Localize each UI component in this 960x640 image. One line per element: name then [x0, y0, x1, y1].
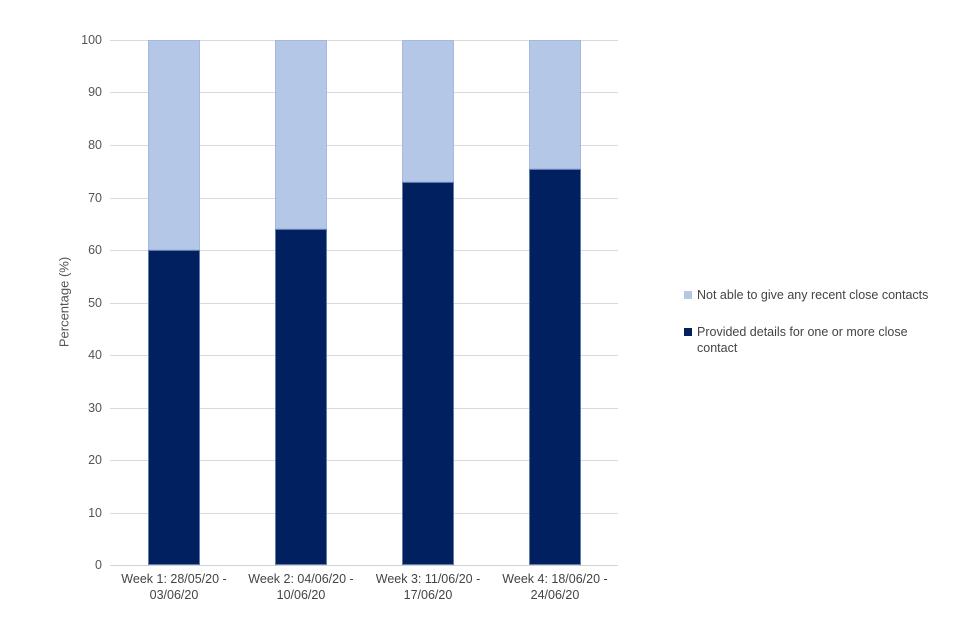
chart-legend: Not able to give any recent close contac… [684, 287, 942, 377]
gridline-70 [110, 198, 618, 199]
bar-segment-series-1-week-4 [529, 40, 581, 169]
y-tick-label-100: 100 [81, 33, 102, 47]
x-axis-label-week-3: Week 3: 11/06/20 - 17/06/20 [375, 572, 481, 602]
bar-group-week-3 [402, 40, 454, 565]
bar-segment-series-1-week-1 [148, 40, 200, 250]
bar-segment-series-0-week-1 [148, 250, 200, 565]
y-tick-label-0: 0 [95, 558, 102, 572]
x-axis-label-week-2: Week 2: 04/06/20 - 10/06/20 [248, 572, 354, 602]
gridline-50 [110, 303, 618, 304]
y-tick-label-40: 40 [88, 348, 102, 362]
y-tick-label-50: 50 [88, 296, 102, 310]
gridline-40 [110, 355, 618, 356]
bar-segment-series-1-week-3 [402, 40, 454, 182]
y-tick-label-20: 20 [88, 453, 102, 467]
y-tick-label-90: 90 [88, 85, 102, 99]
legend-entry-series-0: Provided details for one or more close c… [684, 324, 942, 356]
gridline-10 [110, 513, 618, 514]
y-tick-label-70: 70 [88, 191, 102, 205]
bar-group-week-2 [275, 40, 327, 565]
legend-swatch-icon [684, 328, 692, 336]
gridline-100 [110, 40, 618, 41]
legend-swatch-icon [684, 291, 692, 299]
bar-group-week-4 [529, 40, 581, 565]
bar-group-week-1 [148, 40, 200, 565]
bar-segment-series-1-week-2 [275, 40, 327, 229]
x-axis-label-week-4: Week 4: 18/06/20 - 24/06/20 [502, 572, 608, 602]
y-tick-label-10: 10 [88, 506, 102, 520]
legend-label: Provided details for one or more close c… [697, 325, 908, 355]
legend-entry-series-1: Not able to give any recent close contac… [684, 287, 942, 303]
y-tick-label-80: 80 [88, 138, 102, 152]
y-tick-label-30: 30 [88, 401, 102, 415]
bar-segment-series-0-week-2 [275, 229, 327, 565]
bar-segment-series-0-week-4 [529, 168, 581, 565]
gridline-20 [110, 460, 618, 461]
gridline-60 [110, 250, 618, 251]
y-tick-label-60: 60 [88, 243, 102, 257]
gridline-80 [110, 145, 618, 146]
bar-segment-series-0-week-3 [402, 181, 454, 565]
plot-area [110, 40, 618, 566]
x-axis-label-week-1: Week 1: 28/05/20 - 03/06/20 [121, 572, 227, 602]
legend-label: Not able to give any recent close contac… [697, 288, 929, 302]
gridline-30 [110, 408, 618, 409]
gridline-90 [110, 92, 618, 93]
